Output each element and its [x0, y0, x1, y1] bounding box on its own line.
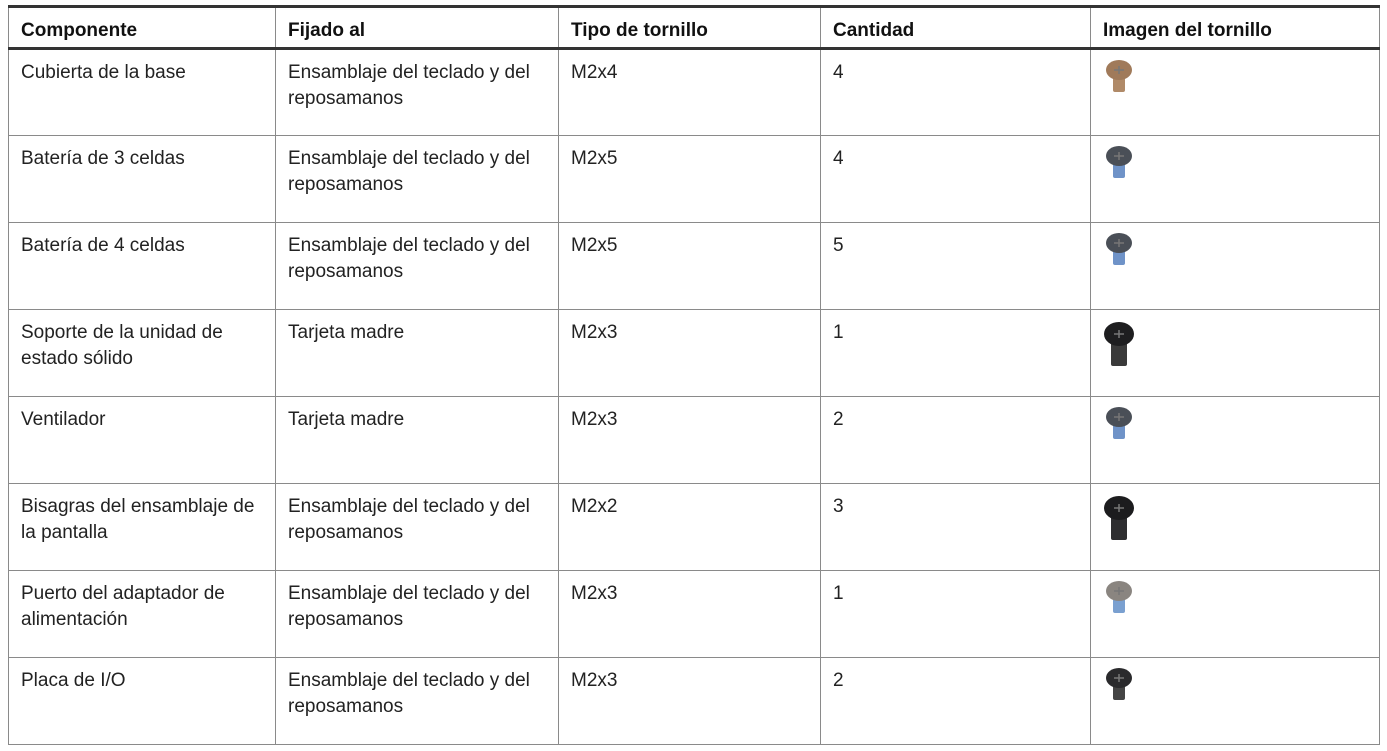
screw-table: Componente Fijado al Tipo de tornillo Canti… — [8, 5, 1380, 745]
table-row: Puerto del adaptador de alimentación Ensa… — [8, 570, 1380, 658]
table-cell: Placa de I/O — [8, 657, 276, 745]
table-cell: Ensamblaje del teclado y del reposamanos — [275, 222, 559, 310]
image-cell — [1090, 570, 1380, 658]
screw-image — [1104, 322, 1134, 366]
table-cell: M2x5 — [558, 222, 821, 310]
table-cell: M2x3 — [558, 657, 821, 745]
table-cell: Ensamblaje del teclado y del reposamanos — [275, 48, 559, 136]
table-cell: Ensamblaje del teclado y del reposamanos — [275, 570, 559, 658]
header-cell: Componente — [8, 5, 276, 50]
table-cell: Batería de 3 celdas — [8, 135, 276, 223]
image-cell — [1090, 48, 1380, 136]
table-cell: M2x3 — [558, 570, 821, 658]
table-body: Cubierta de la base Ensamblaje del teclad… — [8, 48, 1380, 745]
table-cell: Soporte de la unidad de estado sólido — [8, 309, 276, 397]
table-cell: 5 — [820, 222, 1091, 310]
table-cell: 2 — [820, 396, 1091, 484]
table-cell: Ventilador — [8, 396, 276, 484]
table-cell: Tarjeta madre — [275, 309, 559, 397]
table-cell: M2x2 — [558, 483, 821, 571]
table-cell: M2x4 — [558, 48, 821, 136]
screw-image — [1106, 581, 1132, 613]
table-cell: 1 — [820, 309, 1091, 397]
table-cell: Cubierta de la base — [8, 48, 276, 136]
table-cell: Puerto del adaptador de alimentación — [8, 570, 276, 658]
table-row: Bisagras del ensamblaje de la pantalla En… — [8, 483, 1380, 571]
table-cell: M2x3 — [558, 396, 821, 484]
table-cell: Batería de 4 celdas — [8, 222, 276, 310]
table-row: Placa de I/O Ensamblaje del teclado y del… — [8, 657, 1380, 745]
image-cell — [1090, 222, 1380, 310]
table-cell: M2x3 — [558, 309, 821, 397]
table-cell: 1 — [820, 570, 1091, 658]
table-cell: Tarjeta madre — [275, 396, 559, 484]
table-cell: 4 — [820, 48, 1091, 136]
table-row: Batería de 3 celdas Ensamblaje del teclad… — [8, 135, 1380, 223]
table-row: Cubierta de la base Ensamblaje del teclad… — [8, 48, 1380, 136]
header-cell: Fijado al — [275, 5, 559, 50]
table-cell: 2 — [820, 657, 1091, 745]
table-cell: Bisagras del ensamblaje de la pantalla — [8, 483, 276, 571]
table-row: Soporte de la unidad de estado sólido Tar… — [8, 309, 1380, 397]
image-cell — [1090, 396, 1380, 484]
table-row: Batería de 4 celdas Ensamblaje del teclad… — [8, 222, 1380, 310]
screw-image — [1104, 496, 1134, 540]
table-cell: 4 — [820, 135, 1091, 223]
header-row: Componente Fijado al Tipo de tornillo Canti… — [8, 5, 1380, 50]
image-cell — [1090, 135, 1380, 223]
header-cell: Imagen del tornillo — [1090, 5, 1380, 50]
table-cell: Ensamblaje del teclado y del reposamanos — [275, 657, 559, 745]
table-cell: 3 — [820, 483, 1091, 571]
table-cell: Ensamblaje del teclado y del reposamanos — [275, 135, 559, 223]
header-cell: Tipo de tornillo — [558, 5, 821, 50]
header-cell: Cantidad — [820, 5, 1091, 50]
screw-image — [1106, 233, 1132, 265]
table-cell: M2x5 — [558, 135, 821, 223]
screw-image — [1106, 60, 1132, 92]
image-cell — [1090, 483, 1380, 571]
image-cell — [1090, 657, 1380, 745]
screw-image — [1106, 146, 1132, 178]
table-cell: Ensamblaje del teclado y del reposamanos — [275, 483, 559, 571]
image-cell — [1090, 309, 1380, 397]
table-header: Componente Fijado al Tipo de tornillo Canti… — [8, 5, 1380, 50]
table-row: Ventilador Tarjeta madre M2x3 2 — [8, 396, 1380, 484]
screw-image — [1106, 407, 1132, 439]
screw-image — [1106, 668, 1132, 700]
